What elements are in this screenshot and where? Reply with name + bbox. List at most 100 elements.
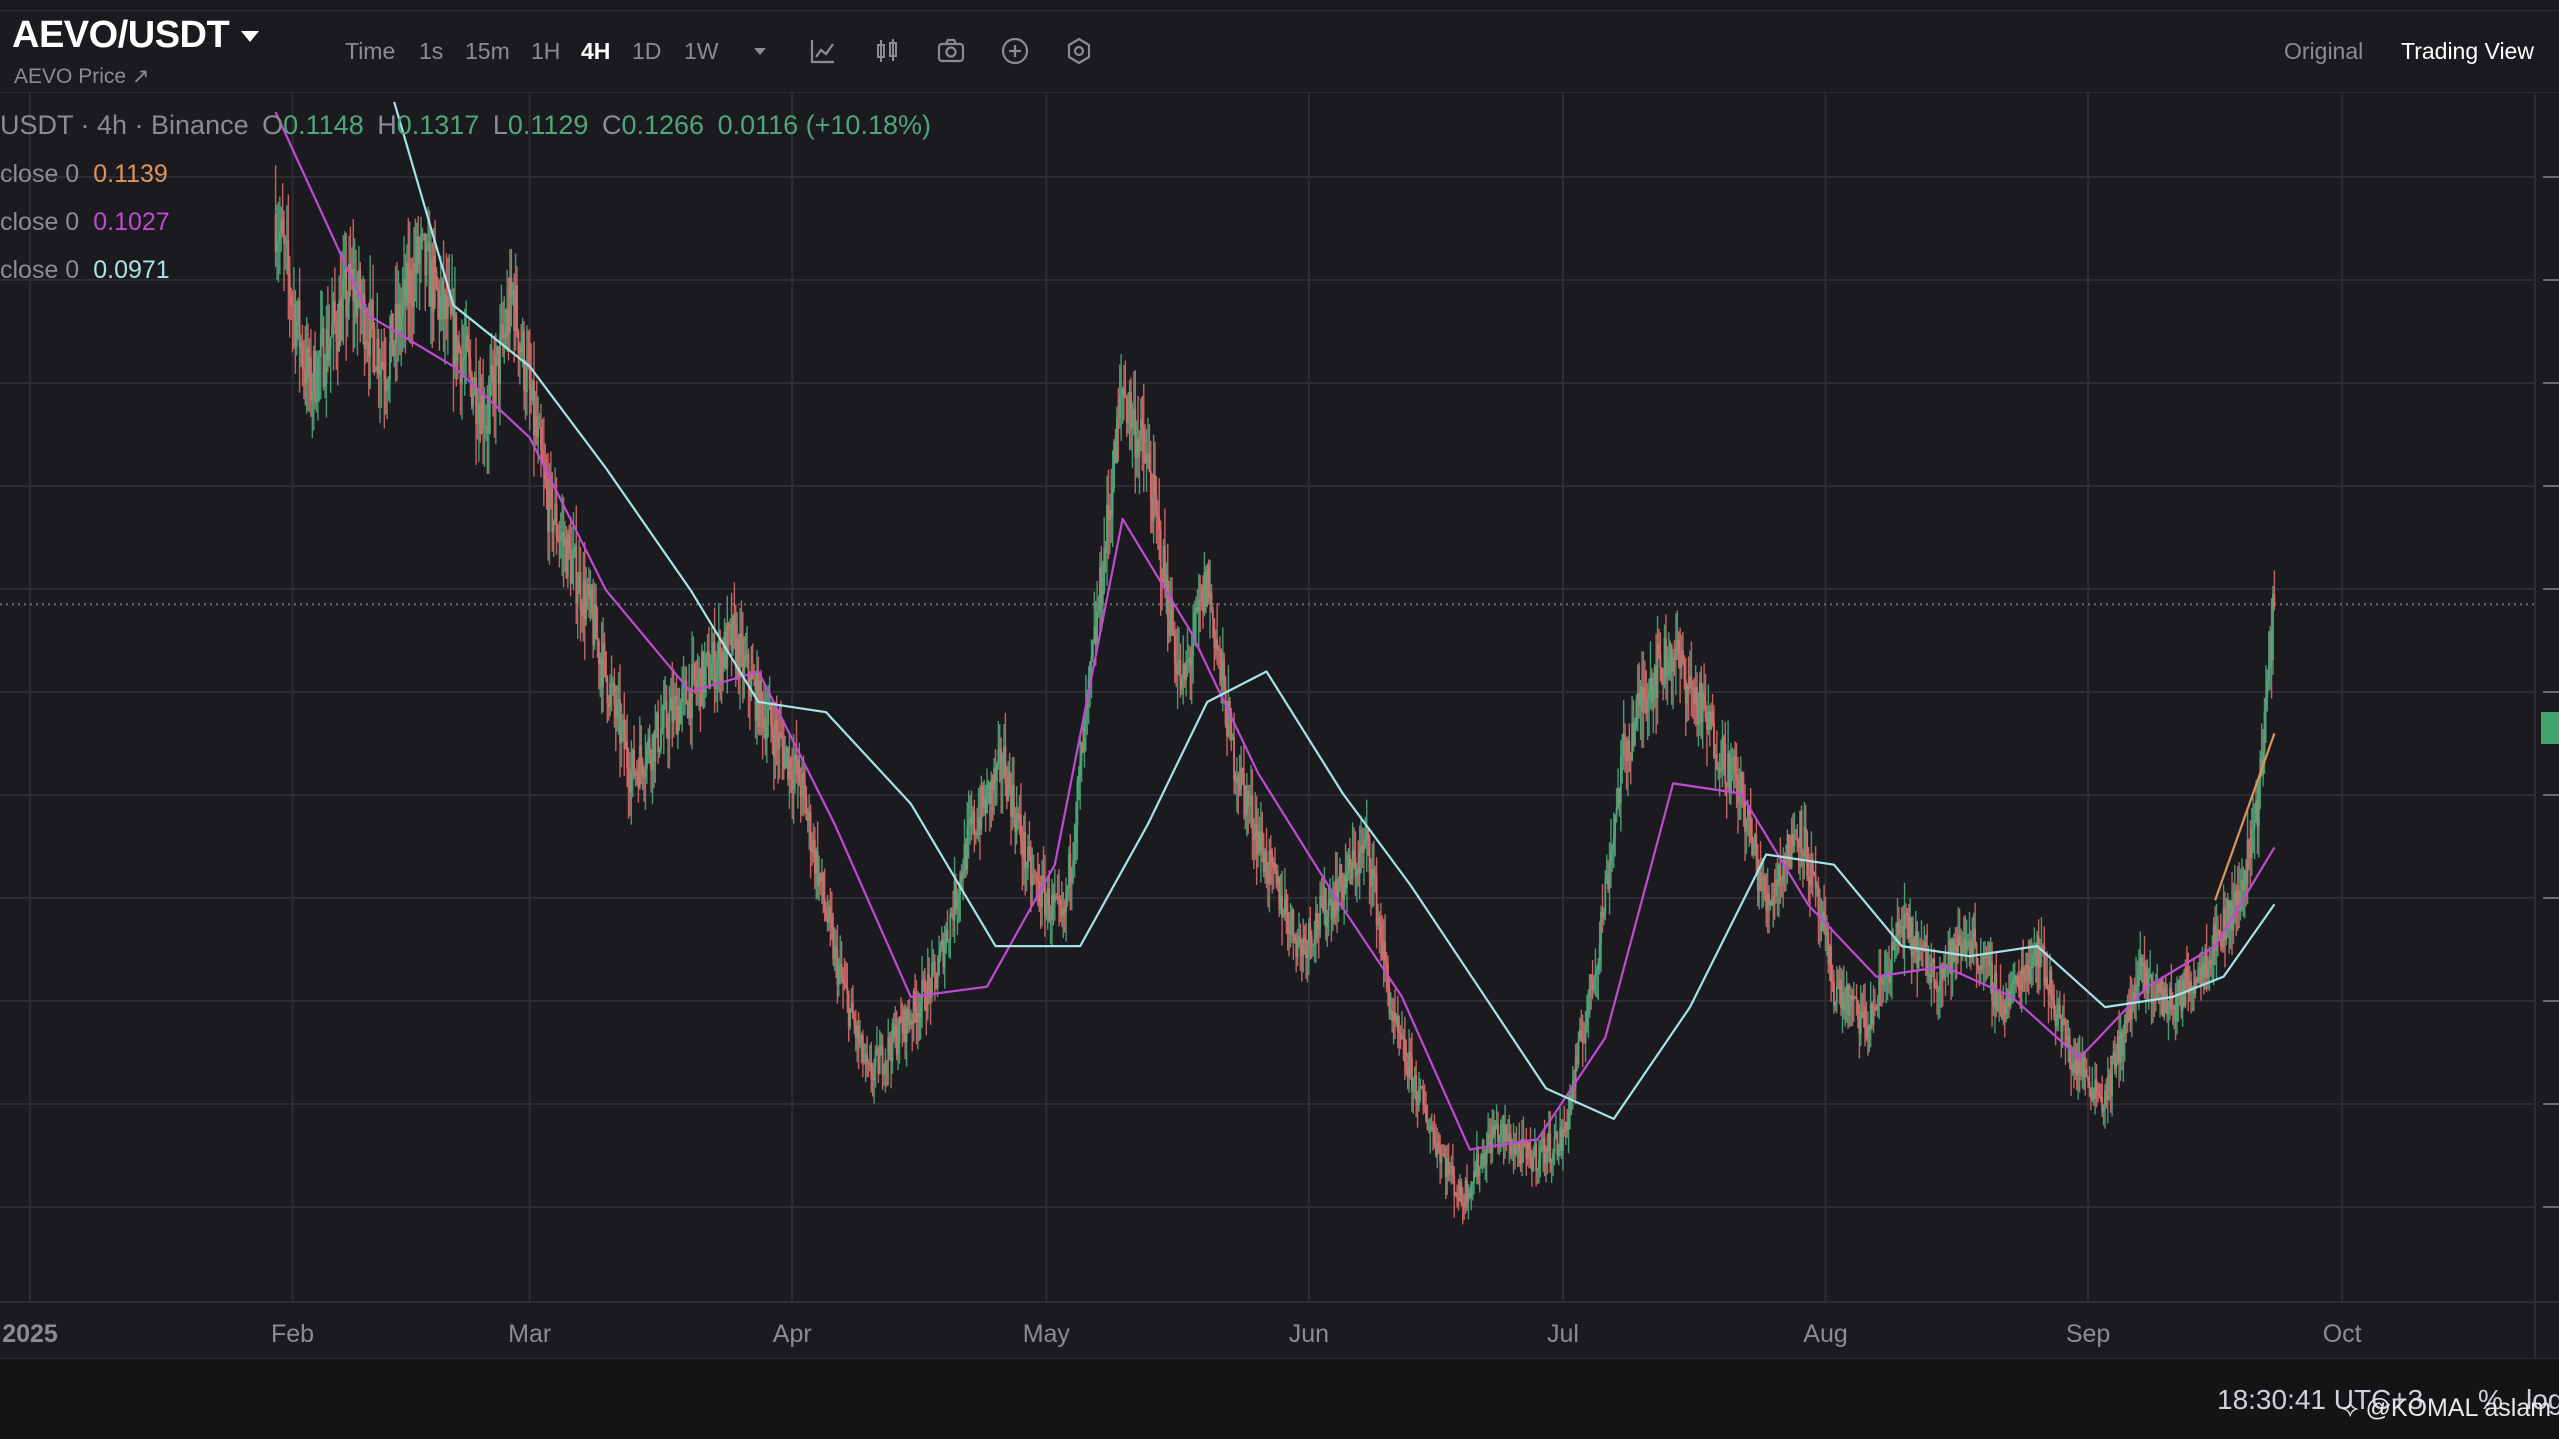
- candle-body: [1594, 973, 1597, 977]
- candle-body: [1717, 767, 1720, 769]
- candle-body: [907, 1008, 909, 1021]
- log-toggle[interactable]: log: [2526, 1384, 2559, 1415]
- candle-body: [518, 346, 521, 354]
- indicators-icon[interactable]: [808, 36, 838, 66]
- candle-body: [746, 653, 748, 661]
- candle-body: [1436, 1142, 1439, 1155]
- candle-body: [1707, 711, 1710, 730]
- tab-15m[interactable]: 15m: [465, 38, 510, 64]
- candle-body: [1693, 688, 1696, 705]
- candle-body: [897, 1043, 900, 1055]
- candle-body: [318, 356, 321, 358]
- candle-body: [2173, 1004, 2176, 1010]
- candle-body: [1725, 784, 1728, 786]
- candle-body: [586, 584, 589, 597]
- candle-body: [1909, 917, 1912, 938]
- candle-body: [511, 290, 514, 295]
- candle-body: [1650, 678, 1653, 703]
- candle-body: [1787, 834, 1790, 866]
- candle-body: [1636, 693, 1639, 701]
- candle-body: [1295, 940, 1298, 958]
- candle-body: [413, 263, 415, 307]
- candle-body: [1868, 1025, 1871, 1030]
- tab-1d[interactable]: 1D: [632, 38, 662, 64]
- candle-body: [1152, 474, 1155, 523]
- candle-body: [485, 425, 487, 428]
- candle-body: [1526, 1142, 1529, 1158]
- tab-1s[interactable]: 1s: [419, 38, 444, 64]
- candle-body: [2126, 1001, 2129, 1023]
- candle-body: [1396, 1016, 1399, 1032]
- candle-body: [404, 278, 407, 306]
- candle-body: [1978, 967, 1981, 971]
- tab-time[interactable]: Time: [345, 38, 396, 64]
- candle-body: [1300, 943, 1303, 956]
- candle-body: [2030, 966, 2033, 969]
- candle-body: [1833, 981, 1835, 1006]
- candle-body: [1051, 894, 1053, 920]
- candle-body: [314, 350, 317, 403]
- candle-body: [606, 677, 609, 704]
- candle-body: [2181, 978, 2184, 1012]
- settings-icon[interactable]: [1064, 36, 1094, 66]
- candle-body: [1701, 693, 1704, 722]
- price-chart[interactable]: 2025 Feb Mar Apr May Jun Jul Aug Sep Oct: [0, 92, 2559, 1358]
- candle-body: [1101, 591, 1104, 606]
- tab-1w[interactable]: 1W: [684, 38, 719, 64]
- candle-body: [475, 377, 477, 424]
- candle-body: [1182, 664, 1185, 678]
- candle-body: [1365, 830, 1368, 840]
- symbol-selector[interactable]: AEVO/USDT: [12, 14, 260, 57]
- candle-body: [372, 300, 374, 329]
- candle-body: [2163, 987, 2166, 1017]
- percent-toggle[interactable]: %: [2478, 1384, 2503, 1415]
- candle-body: [911, 1020, 914, 1025]
- candle-body: [1697, 701, 1700, 725]
- candle-body: [2207, 968, 2209, 978]
- tab-1h[interactable]: 1H: [531, 38, 561, 64]
- candle-body: [2015, 975, 2017, 984]
- candle-body: [892, 1023, 895, 1038]
- candle-body: [1943, 964, 1945, 979]
- price-link[interactable]: AEVO Price ↗: [14, 65, 150, 88]
- candle-body: [509, 277, 511, 333]
- candle-body: [1727, 753, 1730, 786]
- candle-body: [1495, 1123, 1498, 1125]
- candle-body: [2008, 990, 2010, 1008]
- candle-body: [369, 299, 372, 356]
- candle-body: [1367, 830, 1370, 839]
- candle-body: [753, 679, 756, 681]
- add-icon[interactable]: [1000, 36, 1030, 66]
- candle-body: [1100, 567, 1103, 606]
- candle-body: [2074, 1059, 2077, 1073]
- candle-body: [1497, 1123, 1499, 1143]
- camera-icon[interactable]: [936, 36, 966, 66]
- candle-body: [2169, 987, 2171, 1011]
- tab-4h[interactable]: 4H: [581, 38, 611, 64]
- candle-body: [1964, 938, 1967, 955]
- candle-body: [1499, 1124, 1502, 1136]
- candle-body: [626, 741, 628, 768]
- candle-body: [1348, 854, 1351, 867]
- candle-body: [765, 725, 768, 740]
- candle-type-icon[interactable]: [872, 36, 902, 66]
- candle-body: [1446, 1158, 1449, 1178]
- view-original[interactable]: Original: [2284, 38, 2364, 64]
- candle-body: [2193, 986, 2195, 994]
- view-trading-view[interactable]: Trading View: [2401, 38, 2534, 64]
- more-timeframes-icon[interactable]: [745, 36, 775, 66]
- candle-body: [653, 734, 655, 763]
- candle-body: [1044, 880, 1046, 916]
- candle-body: [1029, 855, 1032, 886]
- candle-body: [1457, 1197, 1460, 1201]
- candle-body: [681, 687, 684, 703]
- candle-body: [1927, 974, 1930, 976]
- candle-body: [1171, 597, 1173, 632]
- candle-body: [592, 612, 595, 645]
- candle-body: [962, 877, 964, 879]
- candle-body: [1553, 1137, 1556, 1153]
- candle-body: [1361, 845, 1364, 853]
- candle-body: [654, 729, 657, 763]
- candle-body: [607, 703, 610, 708]
- candle-body: [1339, 864, 1341, 889]
